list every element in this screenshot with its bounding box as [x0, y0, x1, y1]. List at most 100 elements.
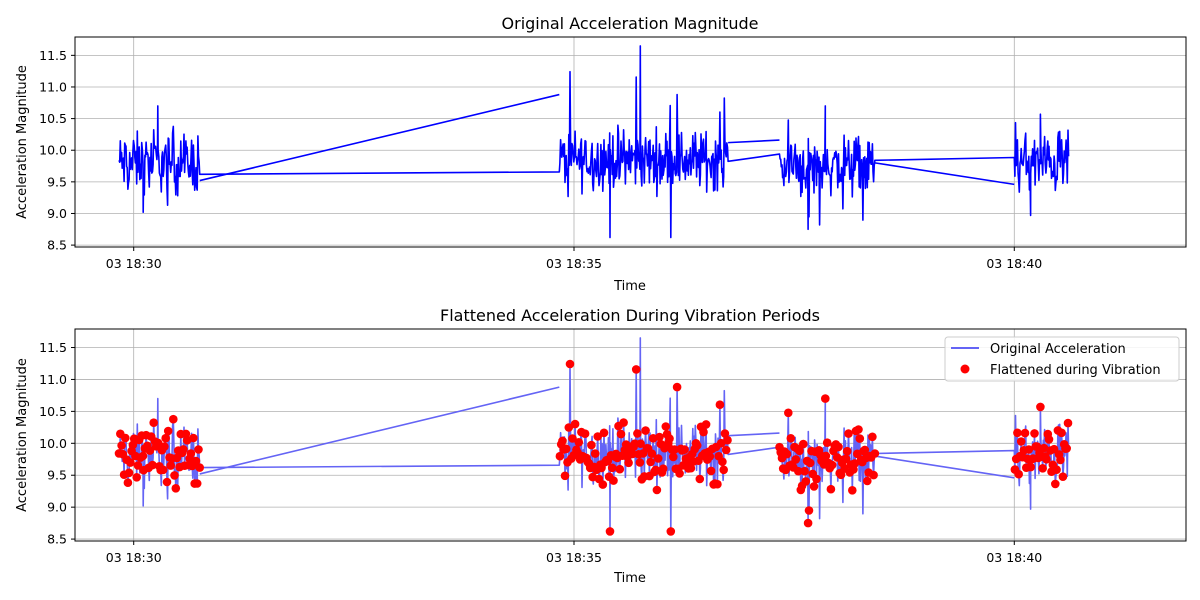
vibration-marker: [1030, 429, 1039, 438]
vibration-marker: [561, 444, 571, 454]
x-axis-label: Time: [613, 571, 646, 586]
vibration-marker: [153, 438, 163, 448]
vibration-marker: [715, 400, 725, 410]
legend: Original Acceleration Flattened during V…: [944, 336, 1180, 382]
vibration-marker: [166, 461, 175, 470]
vibration-marker: [123, 478, 133, 488]
vibration-marker: [1026, 462, 1035, 472]
vibration-marker: [801, 477, 811, 486]
vibration-marker: [686, 463, 696, 473]
vibration-marker: [568, 434, 577, 443]
vibration-marker: [860, 445, 870, 455]
y-tick-label: 10.5: [39, 111, 67, 126]
vibration-marker: [653, 454, 663, 463]
vibration-marker: [133, 461, 143, 470]
vibration-marker: [1042, 455, 1051, 464]
vibration-marker: [598, 480, 608, 489]
vibration-marker: [160, 442, 169, 451]
vibration-marker: [195, 463, 204, 472]
vibration-marker: [646, 457, 655, 467]
vibration-marker: [670, 445, 679, 454]
vibration-marker: [804, 506, 814, 515]
legend-label-original: Original Acceleration: [990, 342, 1126, 357]
x-tick-label: 03 18:35: [546, 256, 602, 271]
vibration-marker: [555, 451, 565, 461]
y-tick-label: 9.5: [47, 174, 67, 189]
vibration-marker: [842, 446, 852, 456]
vibration-marker: [186, 449, 196, 458]
vibration-marker: [848, 486, 857, 495]
vibration-marker: [658, 464, 668, 474]
connector-line: [874, 162, 1015, 186]
series-line: [118, 337, 1070, 533]
vibration-marker: [565, 359, 575, 369]
vibration-marker: [628, 449, 637, 459]
vibration-marker: [624, 458, 633, 468]
vibration-marker: [149, 418, 158, 428]
vibration-marker: [799, 439, 808, 449]
x-tick-label: 03 18:30: [106, 550, 162, 565]
vibration-marker: [1044, 435, 1054, 444]
x-axis-ticks: 03 18:30 03 18:35 03 18:40: [106, 247, 1042, 271]
vibration-marker: [124, 468, 134, 478]
vibration-marker: [194, 445, 203, 454]
vibration-marker: [803, 518, 813, 528]
vibration-marker: [718, 457, 727, 467]
vibration-marker: [812, 474, 821, 484]
y-tick-label: 10.0: [39, 436, 67, 451]
vibration-marker: [162, 477, 172, 487]
y-tick-label: 11.5: [39, 340, 67, 355]
vibration-marker: [822, 438, 832, 448]
vibration-marker: [605, 527, 615, 536]
vibration-marker: [1020, 428, 1030, 438]
y-axis-label: Acceleration Magnitude: [15, 65, 30, 219]
x-axis-ticks: 03 18:30 03 18:35 03 18:40: [106, 541, 1042, 565]
vibration-marker: [863, 476, 872, 486]
vibration-marker: [1058, 472, 1068, 482]
vibration-marker: [161, 433, 170, 443]
vibration-marker: [558, 436, 567, 446]
vibration-marker: [171, 484, 181, 493]
vibration-marker: [836, 470, 846, 480]
x-tick-label: 03 18:35: [546, 550, 602, 565]
vibration-marker: [826, 484, 836, 494]
vibration-marker: [795, 446, 804, 456]
vibration-marker: [850, 459, 860, 468]
y-tick-label: 8.5: [47, 532, 67, 547]
vibration-marker: [1013, 428, 1022, 438]
vibration-marker: [590, 449, 600, 458]
vibration-marker: [834, 442, 843, 452]
series-original-acceleration: [118, 45, 1070, 239]
vibration-marker: [665, 434, 674, 443]
vibration-marker: [1063, 418, 1073, 428]
vibration-marker: [641, 426, 650, 435]
vibration-marker: [870, 449, 880, 458]
vibration-marker: [189, 433, 198, 443]
vibration-marker: [1014, 469, 1023, 479]
vibration-marker: [680, 445, 689, 454]
vibration-marker: [192, 479, 202, 488]
vibration-marker: [587, 440, 596, 450]
vibration-marker: [821, 394, 830, 403]
vibration-marker: [560, 471, 570, 481]
vibration-marker: [672, 382, 682, 392]
vibration-marker: [616, 429, 626, 439]
vibration-marker: [158, 465, 168, 475]
vibration-marker: [607, 463, 617, 473]
legend-label-flattened: Flattened during Vibration: [990, 363, 1161, 378]
vibration-marker: [564, 423, 574, 432]
vibration-marker: [1057, 428, 1066, 438]
vibration-marker: [791, 455, 801, 464]
vibration-marker: [170, 471, 179, 480]
y-tick-label: 11.5: [39, 48, 67, 63]
vibration-marker: [635, 458, 645, 467]
vibration-marker: [1024, 445, 1034, 454]
x-tick-label: 03 18:40: [986, 256, 1042, 271]
vibration-marker: [800, 466, 809, 476]
connector-line: [199, 386, 560, 475]
grid: [75, 37, 1186, 247]
y-axis-ticks: 8.5 9.0 9.5 10.0 10.5 11.0 11.5: [39, 48, 75, 253]
vibration-marker: [126, 458, 135, 467]
vibration-marker: [675, 469, 684, 478]
